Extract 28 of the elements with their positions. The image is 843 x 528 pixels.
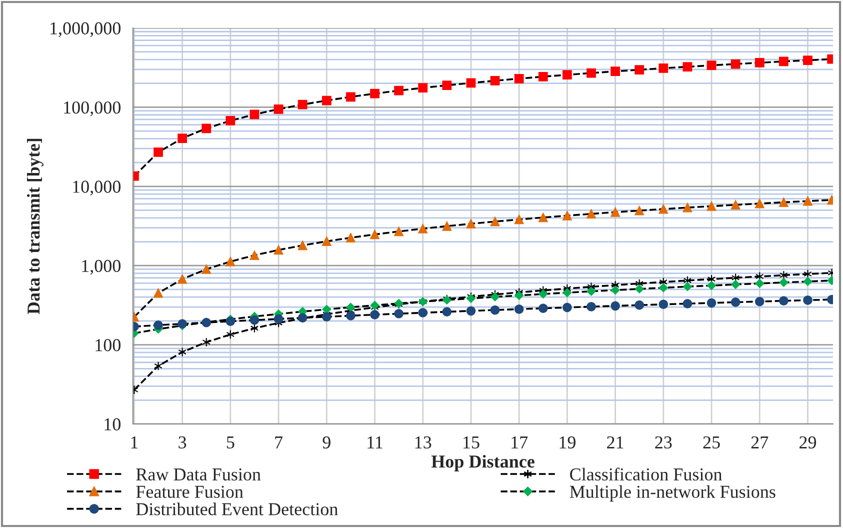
x-tick-label: 27 [751,436,768,448]
x-tick-label: 15 [464,436,480,449]
x-tick-label: 5 [226,436,234,449]
x-axis-title: Hop Distance [431,454,534,472]
x-tick-label: 7 [275,436,283,448]
x-tick-label: 9 [322,436,330,449]
x-tick-label: 21 [607,436,624,448]
legend-label: Multiple in-network Fusions [570,485,776,502]
legend-label: Distributed Event Detection [136,502,338,516]
x-tick-label: 25 [703,436,720,449]
y-tick-label: 10 [104,418,121,430]
x-tick-label: 23 [655,436,672,449]
y-tick-label: 10,000 [73,180,121,196]
x-tick-label: 3 [178,436,186,449]
x-tick-label: 1 [131,436,138,448]
legend-label: Feature Fusion [136,486,244,498]
legend-label: Classification Fusion [570,468,722,481]
y-tick-label: 1,000,000 [50,22,121,38]
x-tick-label: 29 [800,436,816,449]
x-tick-label: 19 [560,436,576,449]
legend-label: Raw Data Fusion [136,468,261,481]
y-axis-title: Data to transmit [byte] [26,138,44,314]
x-tick-label: 11 [368,436,382,448]
y-tick-label: 1,000 [82,260,121,275]
x-tick-label: 13 [415,436,432,449]
y-tick-label: 100 [96,339,121,352]
x-tick-label: 17 [512,436,528,448]
y-tick-label: 100,000 [64,101,121,116]
